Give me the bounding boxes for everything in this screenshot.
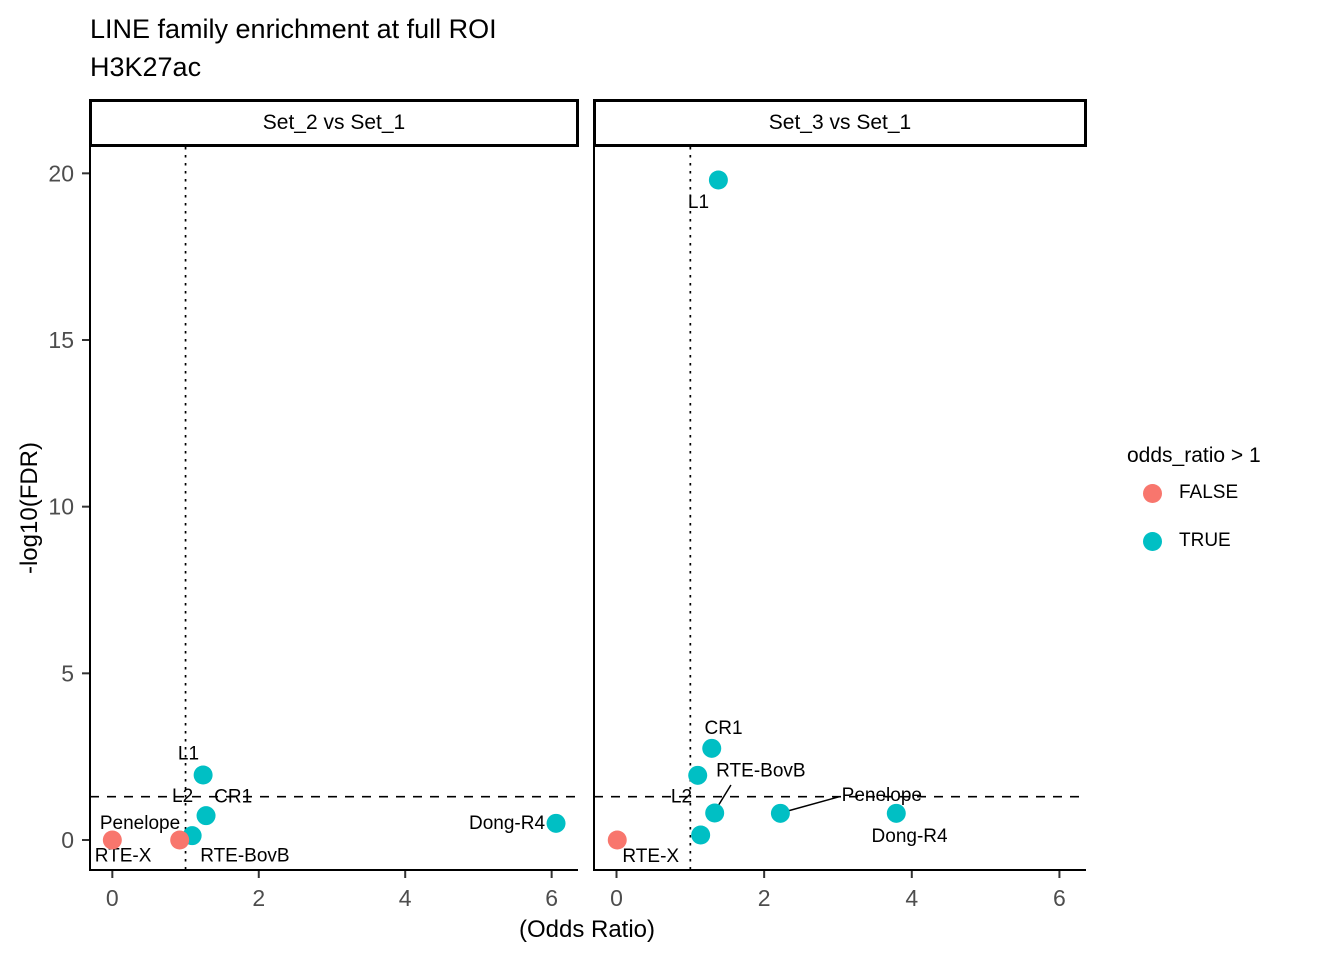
- point-label: Penelope: [100, 813, 180, 834]
- x-tick-label: 6: [545, 885, 558, 911]
- x-axis-title: (Odds Ratio): [518, 916, 656, 943]
- y-axis-title: -log10(FDR): [16, 441, 43, 575]
- y-tick-label: 20: [48, 160, 74, 186]
- legend-true-dot-icon: [1143, 531, 1162, 551]
- data-point-dong-r4: [546, 813, 566, 833]
- point-label: Dong-R4: [872, 826, 948, 847]
- data-point-dong-r4: [886, 803, 906, 823]
- legend-item-false: FALSE: [1127, 470, 1261, 516]
- x-tick-label: 2: [758, 885, 771, 911]
- facet-strip-right: Set_3 vs Set_1: [593, 99, 1087, 147]
- point-label: Dong-R4: [469, 813, 545, 834]
- legend-item-true: TRUE: [1127, 518, 1261, 564]
- point-label: CR1: [214, 787, 252, 808]
- label-leader-line: [717, 784, 732, 808]
- data-point-penelope: [770, 803, 790, 823]
- data-point-cr1: [702, 738, 722, 758]
- legend: odds_ratio > 1 FALSE TRUE: [1127, 444, 1261, 564]
- plot-title: LINE family enrichment at full ROI: [90, 14, 497, 44]
- facet-strip-right-label: Set_3 vs Set_1: [768, 111, 912, 134]
- data-point-rte-bovb: [705, 803, 725, 823]
- legend-title: odds_ratio > 1: [1127, 444, 1261, 467]
- point-label: CR1: [705, 718, 743, 739]
- x-tick-label: 4: [905, 885, 918, 911]
- data-point-l1: [193, 765, 213, 785]
- plot-subtitle: H3K27ac: [90, 52, 202, 82]
- x-tick-label: 4: [399, 885, 412, 911]
- point-label: L1: [688, 192, 709, 213]
- point-label: L2: [671, 787, 692, 808]
- point-label: RTE-X: [95, 846, 152, 867]
- legend-true-label: TRUE: [1179, 530, 1231, 551]
- facet-strip-left-label: Set_2 vs Set_1: [262, 111, 406, 134]
- point-label: RTE-X: [622, 846, 679, 867]
- legend-false-label: FALSE: [1179, 482, 1239, 503]
- y-tick-label: 10: [48, 494, 74, 520]
- label-leader-line: [783, 795, 840, 813]
- x-tick-label: 0: [610, 885, 623, 911]
- point-label: RTE-BovB: [716, 761, 805, 782]
- point-label: RTE-BovB: [200, 846, 289, 867]
- point-label: L1: [178, 744, 199, 765]
- data-point-l2: [688, 765, 708, 785]
- data-point: [691, 825, 711, 845]
- y-tick-label: 0: [61, 827, 74, 853]
- data-point-cr1: [196, 806, 216, 826]
- y-tick-label: 15: [48, 327, 74, 353]
- data-point-rte-x: [102, 830, 122, 850]
- x-tick-label: 0: [106, 885, 119, 911]
- point-label: Penelope: [842, 785, 922, 806]
- data-point-penelope: [170, 830, 190, 850]
- facet-strip-left: Set_2 vs Set_1: [89, 99, 579, 147]
- x-tick-label: 6: [1053, 885, 1066, 911]
- x-tick-label: 2: [252, 885, 265, 911]
- data-point-l1: [708, 170, 728, 190]
- data-point-rte-x: [607, 830, 627, 850]
- y-tick-label: 5: [61, 660, 74, 686]
- point-label: L2: [172, 786, 193, 807]
- legend-false-dot-icon: [1143, 483, 1162, 503]
